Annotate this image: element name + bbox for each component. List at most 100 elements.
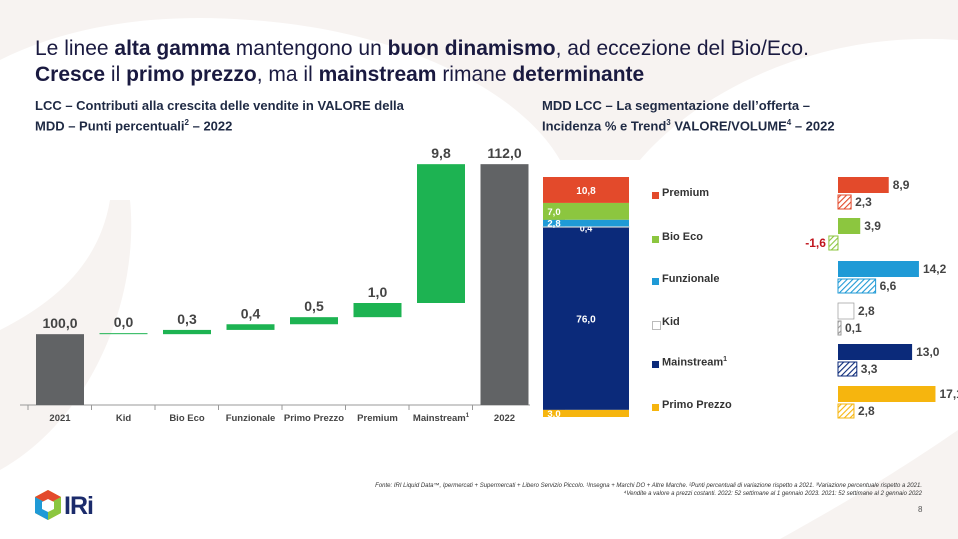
label-valore: 14,2	[923, 262, 947, 276]
title-run: primo prezzo	[126, 63, 257, 86]
data-label: 1,0	[368, 284, 388, 300]
legend-swatch	[652, 192, 659, 199]
trend-bar-chart: 8,9 2,3 3,9 -1,6 14,2 6,6 2,8 0,1 13,0 3,3 17,1 2,8	[805, 177, 958, 419]
title-run: , ad eccezione del Bio/Eco.	[555, 37, 809, 60]
title-run: Cresce	[35, 63, 106, 86]
segment-label: 7,0	[547, 207, 560, 218]
bar-2021	[36, 334, 84, 405]
bar-valore-mainstream	[838, 344, 913, 360]
tick-label: Primo Prezzo	[284, 413, 344, 424]
iri-logo-icon	[35, 490, 61, 520]
data-label: 0,4	[241, 305, 261, 321]
tick-label: 2022	[494, 413, 515, 424]
waterfall-chart: 100,0 2021 0,0 Kid 0,3 Bio Eco 0,4 Funzionale 0,…	[20, 145, 530, 424]
bar-mainstream	[417, 164, 465, 303]
legend-label: Primo Prezzo	[662, 399, 732, 411]
segment-premium	[543, 177, 629, 203]
stacked-share-chart: 3,0 76,0 0,4 2,87,0 10,8	[542, 177, 630, 420]
segment-mainstream	[543, 227, 629, 410]
data-label: 0,3	[177, 311, 197, 327]
legend-label: Premium	[662, 187, 710, 199]
tick-label: Premium	[357, 413, 398, 424]
left-subtitle-line-2: MDD – Punti percentuali2 – 2022	[35, 118, 233, 134]
title-run: determinante	[512, 63, 645, 86]
segment-label: 76,0	[576, 315, 596, 326]
label-valore: 13,0	[916, 345, 940, 359]
right-chart-subtitle: MDD LCC – La segmentazione dell’offerta …	[542, 97, 952, 134]
segment-label: 0,4	[580, 223, 593, 233]
tick-label: 2021	[49, 413, 71, 424]
label-valore: 3,9	[864, 219, 881, 233]
left-subtitle-line-1: LCC – Contributi alla crescita delle ven…	[35, 98, 404, 113]
label-volume: 2,3	[855, 195, 872, 209]
segment-primo-prezzo-tag	[543, 409, 565, 417]
bar-premium	[353, 303, 402, 318]
data-label: 100,0	[42, 315, 77, 331]
page-number: 8	[918, 505, 923, 514]
legend-swatch	[652, 404, 659, 411]
tick-label: Kid	[116, 413, 132, 424]
title-run: mantengono un	[229, 37, 388, 60]
title-line-2: Cresce il primo prezzo, ma il mainstream…	[35, 62, 935, 88]
segment-primo-prezzo	[543, 409, 629, 417]
bar-volume-bio-eco	[828, 235, 839, 251]
label-valore: 17,1	[939, 387, 958, 401]
bar-valore-bio-eco	[838, 218, 861, 234]
title-run: , ma il	[256, 63, 319, 86]
right-subtitle-line-1: MDD LCC – La segmentazione dell’offerta …	[542, 98, 810, 113]
tick-label: Mainstream1	[413, 413, 470, 424]
bar-valore-kid	[837, 302, 855, 320]
right-subtitle-line-2: Incidenza % e Trend3 VALORE/VOLUME4 – 20…	[542, 118, 835, 134]
slide-title: Le linee alta gamma mantengono un buon d…	[35, 36, 935, 88]
bar-valore-premium	[838, 177, 889, 193]
bar-kid	[99, 333, 148, 335]
segment-funzionale-tag	[543, 219, 565, 227]
bar-valore-primo-prezzo	[838, 386, 936, 402]
label-volume: 2,8	[858, 404, 875, 418]
title-run: mainstream	[318, 63, 437, 86]
label-volume: 3,3	[861, 362, 878, 376]
legend-label: Mainstream1	[662, 356, 728, 369]
segment-label: 10,8	[576, 186, 596, 197]
label-volume: 6,6	[880, 279, 897, 293]
label-volume: -1,6	[805, 236, 826, 250]
legend-label: Bio Eco	[662, 231, 703, 243]
logo-text: IRi	[64, 492, 94, 520]
source-note: Fonte: IRI Liquid Data™, Ipermercati + S…	[375, 483, 922, 497]
title-run: buon dinamismo	[387, 37, 556, 60]
segment-label: 3,0	[547, 409, 560, 420]
title-run: Le linee	[35, 37, 115, 60]
bar-volume-primo-prezzo	[837, 403, 855, 419]
bar-2022	[480, 164, 529, 405]
bar-funzionale	[226, 324, 275, 330]
segment-label: 2,8	[547, 219, 560, 230]
bar-volume-mainstream	[837, 361, 858, 377]
legend-swatch	[652, 321, 661, 330]
bar-primo-prezzo	[290, 317, 338, 325]
label-valore: 8,9	[893, 178, 910, 192]
title-run: il	[105, 63, 127, 86]
legend-swatch	[652, 278, 659, 285]
legend-label: Kid	[662, 316, 680, 328]
title-run: alta gamma	[114, 37, 230, 60]
bar-volume-premium	[837, 194, 852, 210]
data-label: 0,5	[304, 298, 324, 314]
label-volume: 0,1	[845, 321, 862, 335]
legend-label: Funzionale	[662, 273, 720, 285]
data-label: 0,0	[114, 314, 134, 330]
bar-volume-funzionale	[837, 278, 877, 294]
bar-bio-eco	[163, 329, 211, 335]
segment-bio-eco-tag	[543, 202, 565, 220]
label-valore: 2,8	[858, 304, 875, 318]
left-chart-subtitle: LCC – Contributi alla crescita delle ven…	[35, 97, 515, 134]
tick-label: Bio Eco	[169, 413, 205, 424]
segment-funzionale	[543, 219, 629, 227]
title-line-1: Le linee alta gamma mantengono un buon d…	[35, 36, 935, 62]
bar-volume-kid	[837, 320, 842, 336]
bar-valore-funzionale	[838, 261, 919, 277]
tick-label: Funzionale	[226, 413, 276, 424]
data-label: 112,0	[487, 145, 521, 161]
data-label: 9,8	[431, 145, 451, 161]
title-run: rimane	[436, 63, 513, 86]
legend-swatch	[652, 361, 659, 368]
